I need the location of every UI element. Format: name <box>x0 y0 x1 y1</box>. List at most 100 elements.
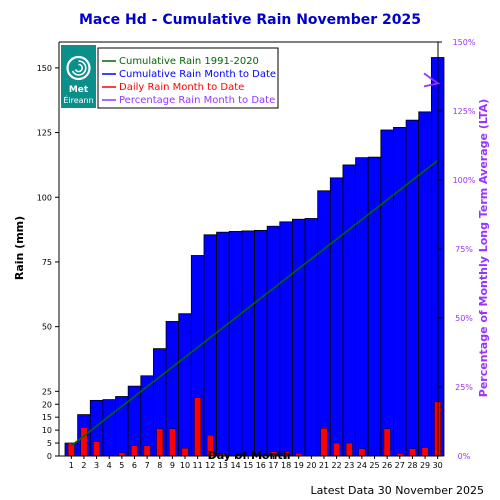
daily-bar <box>383 428 391 457</box>
y-tick-label: 75 <box>42 258 52 267</box>
cumulative-bar <box>291 218 306 457</box>
legend-label-cumulative: Cumulative Rain Month to Date <box>119 69 276 80</box>
x-tick-label: 29 <box>420 461 430 470</box>
y-tick-label: 0 <box>47 452 52 461</box>
x-axis-label: Day of Month <box>208 449 291 462</box>
met-eireann-logo: Met Éireann <box>61 45 96 108</box>
legend-label-percentage: Percentage Rain Month to Date <box>119 95 275 106</box>
legend-label-daily: Daily Rain Month to Date <box>119 82 244 93</box>
y2-tick-label: 0% <box>458 452 471 461</box>
y2-tick-label: 125% <box>453 107 476 116</box>
cumulative-bar <box>216 231 230 457</box>
x-tick-label: 20 <box>306 461 316 470</box>
y2-tick-label: 100% <box>453 176 476 185</box>
y-tick-label: 150 <box>37 64 52 73</box>
footer-latest-data: Latest Data 30 November 2025 <box>311 484 484 497</box>
x-tick-label: 1 <box>69 461 74 470</box>
daily-bar <box>80 427 88 457</box>
logo-background <box>61 45 96 108</box>
legend-label-lta: Cumulative Rain 1991-2020 <box>119 56 259 67</box>
x-tick-label: 7 <box>145 461 150 470</box>
cumulative-bar <box>304 218 319 457</box>
x-tick-label: 6 <box>132 461 137 470</box>
logo-text-eireann: Éireann <box>63 94 93 105</box>
daily-bar <box>333 442 340 457</box>
x-tick-label: 11 <box>193 461 203 470</box>
x-tick-label: 24 <box>357 461 367 470</box>
y-tick-label: 15 <box>42 413 52 422</box>
x-tick-label: 21 <box>319 461 329 470</box>
y-tick-label: 100 <box>37 193 52 202</box>
daily-bar <box>131 445 138 457</box>
logo-swirl-icon <box>66 55 91 81</box>
cumulative-bar <box>228 231 243 457</box>
cumulative-bar <box>241 230 255 457</box>
daily-bar <box>320 428 328 457</box>
y-tick-label: 20 <box>42 400 52 409</box>
plot-area: 051015202550751001251500%25%50%75%100%12… <box>37 38 476 470</box>
x-tick-label: 16 <box>256 461 266 470</box>
x-tick-label: 18 <box>281 461 291 470</box>
x-tick-label: 22 <box>332 461 342 470</box>
daily-bar <box>194 397 202 457</box>
y-axis-label: Rain (mm) <box>13 216 26 280</box>
daily-bar <box>169 428 176 457</box>
x-tick-label: 5 <box>119 461 124 470</box>
cumulative-bar <box>178 313 192 457</box>
y-tick-label: 50 <box>42 323 52 332</box>
y2-tick-label: 150% <box>453 38 476 47</box>
y-tick-label: 125 <box>37 129 52 138</box>
cumulative-bar <box>254 229 268 457</box>
cumulative-bar <box>279 221 293 457</box>
y2-tick-label: 50% <box>455 314 473 323</box>
y-tick-label: 10 <box>42 426 52 435</box>
y2-tick-label: 25% <box>455 383 473 392</box>
cumulative-bar <box>317 190 331 457</box>
y2-tick-label: 75% <box>455 245 473 254</box>
x-tick-label: 10 <box>180 461 190 470</box>
x-tick-label: 9 <box>170 461 175 470</box>
cumulative-bar <box>329 177 344 457</box>
x-tick-label: 23 <box>344 461 354 470</box>
logo-swirl-inner-icon <box>71 60 87 76</box>
cumulative-bar <box>102 399 116 457</box>
y-tick-label: 25 <box>42 387 52 396</box>
x-tick-label: 15 <box>243 461 253 470</box>
x-tick-label: 3 <box>94 461 99 470</box>
x-tick-label: 28 <box>407 461 417 470</box>
daily-bar <box>421 447 429 457</box>
percentage-marker <box>423 72 441 88</box>
cumulative-bar <box>203 234 218 457</box>
x-tick-label: 26 <box>382 461 392 470</box>
cumulative-bar <box>355 157 369 457</box>
x-tick-label: 8 <box>157 461 162 470</box>
x-tick-label: 27 <box>395 461 405 470</box>
cumulative-bar <box>380 129 394 457</box>
x-tick-label: 30 <box>433 461 443 470</box>
logo-text-met: Met <box>69 85 89 95</box>
daily-bar <box>358 448 366 457</box>
lta-line <box>70 159 439 447</box>
legend: Cumulative Rain 1991-2020 Cumulative Rai… <box>97 47 279 109</box>
x-tick-label: 12 <box>205 461 215 470</box>
x-tick-label: 25 <box>369 461 379 470</box>
daily-bar <box>143 445 151 457</box>
daily-bar <box>156 428 164 457</box>
cumulative-bar <box>405 119 420 457</box>
y2-axis-label: Percentage of Monthly Long Term Average … <box>477 99 490 397</box>
cumulative-bar <box>140 375 154 457</box>
x-tick-label: 19 <box>294 461 304 470</box>
y-tick-label: 5 <box>47 439 52 448</box>
x-tick-label: 13 <box>218 461 228 470</box>
x-tick-label: 2 <box>81 461 86 470</box>
legend-box <box>97 47 279 109</box>
x-tick-label: 17 <box>268 461 278 470</box>
x-tick-label: 4 <box>107 461 112 470</box>
daily-bar <box>93 441 100 457</box>
x-tick-label: 14 <box>230 461 240 470</box>
cumulative-bar <box>266 225 281 457</box>
cumulative-bar <box>367 156 382 457</box>
daily-bar <box>181 448 189 457</box>
daily-bar <box>345 442 353 457</box>
